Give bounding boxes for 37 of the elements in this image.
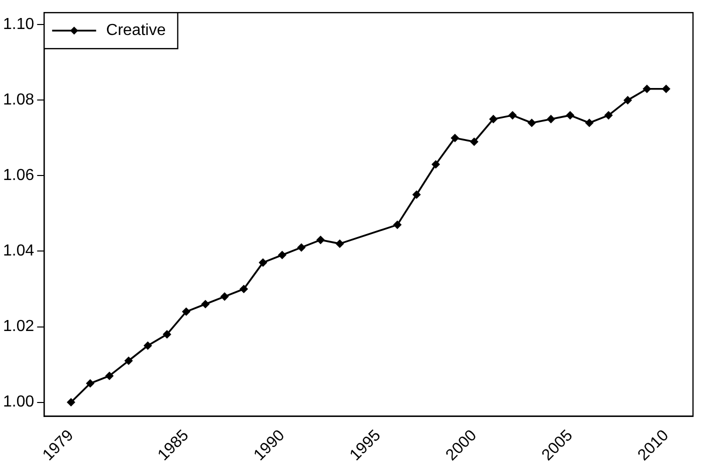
y-tick-label: 1.04 bbox=[3, 242, 34, 260]
point bbox=[259, 258, 267, 266]
point bbox=[451, 134, 459, 142]
point bbox=[662, 84, 670, 93]
y-tick-label: 1.02 bbox=[3, 318, 34, 336]
point bbox=[297, 244, 306, 252]
legend-label: Creative bbox=[106, 22, 166, 40]
point bbox=[106, 372, 114, 380]
point bbox=[508, 111, 516, 120]
point bbox=[489, 115, 498, 123]
point bbox=[201, 300, 210, 308]
point bbox=[278, 251, 286, 259]
point bbox=[585, 118, 594, 127]
point bbox=[240, 285, 248, 293]
y-tick-label: 1.08 bbox=[3, 92, 34, 109]
point bbox=[124, 356, 133, 365]
point bbox=[643, 84, 651, 93]
point bbox=[412, 190, 420, 199]
point bbox=[470, 138, 478, 146]
point bbox=[220, 292, 228, 300]
point bbox=[67, 398, 75, 406]
y-tick-label: 1.06 bbox=[3, 167, 34, 184]
point bbox=[182, 308, 190, 316]
point bbox=[624, 96, 632, 104]
point bbox=[336, 240, 344, 248]
point bbox=[528, 118, 536, 127]
point bbox=[604, 111, 612, 120]
point bbox=[316, 236, 324, 244]
point bbox=[566, 111, 574, 120]
point bbox=[163, 330, 171, 338]
y-tick-label: 1.10 bbox=[3, 16, 34, 34]
point bbox=[86, 380, 94, 388]
point bbox=[432, 160, 440, 168]
y-tick-label: 1.00 bbox=[3, 394, 34, 411]
point bbox=[547, 115, 555, 123]
point bbox=[144, 342, 152, 350]
point bbox=[393, 220, 402, 229]
